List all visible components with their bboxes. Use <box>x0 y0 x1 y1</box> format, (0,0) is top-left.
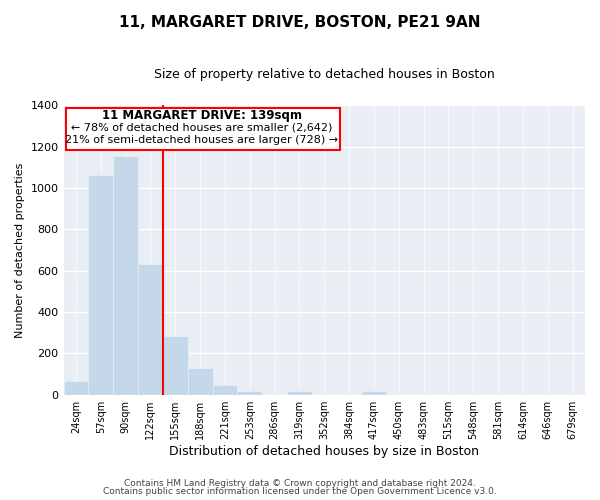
Text: 21% of semi-detached houses are larger (728) →: 21% of semi-detached houses are larger (… <box>65 136 338 145</box>
Bar <box>138 264 163 394</box>
Bar <box>238 390 262 394</box>
FancyBboxPatch shape <box>66 108 340 150</box>
X-axis label: Distribution of detached houses by size in Boston: Distribution of detached houses by size … <box>169 444 479 458</box>
Title: Size of property relative to detached houses in Boston: Size of property relative to detached ho… <box>154 68 494 80</box>
Bar <box>88 174 113 394</box>
Bar <box>212 385 238 394</box>
Text: Contains public sector information licensed under the Open Government Licence v3: Contains public sector information licen… <box>103 487 497 496</box>
Text: ← 78% of detached houses are smaller (2,642): ← 78% of detached houses are smaller (2,… <box>71 123 332 133</box>
Text: Contains HM Land Registry data © Crown copyright and database right 2024.: Contains HM Land Registry data © Crown c… <box>124 478 476 488</box>
Y-axis label: Number of detached properties: Number of detached properties <box>15 162 25 338</box>
Bar <box>287 390 312 394</box>
Bar <box>188 368 212 394</box>
Bar <box>163 336 188 394</box>
Bar <box>362 391 386 394</box>
Text: 11 MARGARET DRIVE: 139sqm: 11 MARGARET DRIVE: 139sqm <box>102 109 302 122</box>
Text: 11, MARGARET DRIVE, BOSTON, PE21 9AN: 11, MARGARET DRIVE, BOSTON, PE21 9AN <box>119 15 481 30</box>
Bar <box>64 382 88 394</box>
Bar <box>113 156 138 394</box>
